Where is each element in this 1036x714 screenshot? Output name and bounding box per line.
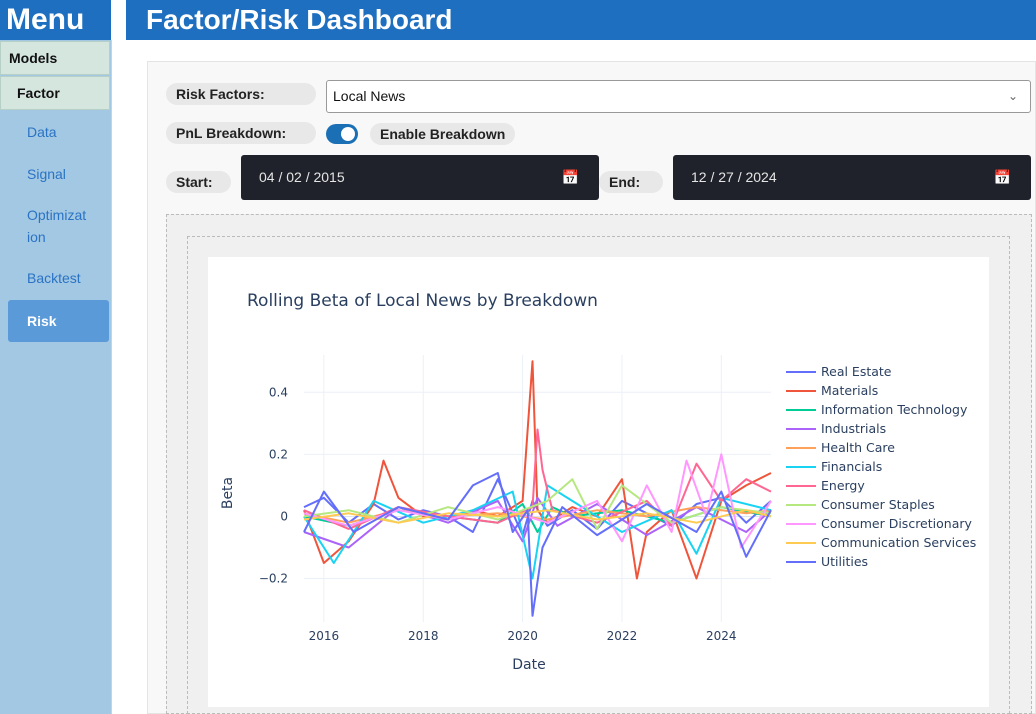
y-axis-label: Beta [220,477,236,509]
x-tick-label: 2024 [706,629,737,643]
models-tab[interactable]: Models [0,41,110,75]
x-tick-label: 2020 [507,629,538,643]
legend-label[interactable]: Energy [821,478,865,493]
x-axis-label: Date [512,657,545,673]
chart-ticks: 2016 2018 2020 2022 2024 −0.2 0 0.2 0.4 [259,385,737,643]
chart-title: Rolling Beta of Local News by Breakdown [247,291,598,311]
legend-label[interactable]: Utilities [821,554,868,569]
factor-tab[interactable]: Factor [0,76,110,110]
pnl-breakdown-label: PnL Breakdown: [166,122,316,144]
series-line-financials[interactable] [303,484,772,580]
series-line-communication-services[interactable] [303,509,772,524]
enable-breakdown-label: Enable Breakdown [370,123,516,145]
chart-grid [304,355,771,622]
x-tick-label: 2016 [309,629,340,643]
chevron-down-icon: ⌄ [1007,89,1018,103]
legend-label[interactable]: Health Care [821,440,895,455]
legend-label[interactable]: Consumer Discretionary [821,516,972,531]
menu-title: Menu [0,0,111,40]
risk-factor-select[interactable]: Local News ⌄ [326,80,1031,113]
legend-label[interactable]: Industrials [821,421,886,436]
chart-card: Rolling Beta of Local News by Breakdown … [208,257,989,707]
risk-factors-label: Risk Factors: [166,83,316,105]
rolling-beta-chart[interactable]: Rolling Beta of Local News by Breakdown … [208,257,989,707]
sidebar-item-optimization[interactable]: Optimizat ion [27,207,87,245]
chart-legend[interactable]: Real Estate Materials Information Technolo… [786,364,976,569]
sidebar-item-backtest[interactable]: Backtest [27,270,81,286]
sidebar: Menu Models Factor Data Signal Optimizat… [0,0,111,714]
breakdown-toggle[interactable] [326,124,358,144]
start-label: Start: [166,171,231,193]
series-line-energy[interactable] [303,428,772,530]
end-date-value: 12 / 27 / 2024 [691,169,777,185]
legend-label[interactable]: Real Estate [821,364,892,379]
end-label: End: [599,171,663,193]
toggle-knob [341,127,355,141]
risk-factor-value: Local News [333,88,406,104]
y-tick-label: 0.4 [269,385,288,399]
legend-label[interactable]: Communication Services [821,535,976,550]
legend-label[interactable]: Materials [821,383,878,398]
chart-series [303,360,772,617]
start-date-value: 04 / 02 / 2015 [259,169,345,185]
y-tick-label: 0.2 [269,447,288,461]
series-line-utilities[interactable] [303,472,772,617]
sidebar-item-risk[interactable]: Risk [8,300,109,342]
legend-label[interactable]: Information Technology [821,402,968,417]
x-tick-label: 2018 [408,629,439,643]
start-date-input[interactable]: 04 / 02 / 2015 📅 [241,155,599,200]
calendar-icon[interactable]: 📅 [993,169,1011,185]
y-tick-label: −0.2 [259,572,288,586]
sidebar-divider [111,40,126,714]
sidebar-item-signal[interactable]: Signal [27,166,66,182]
legend-label[interactable]: Financials [821,459,882,474]
x-tick-label: 2022 [607,629,638,643]
y-tick-label: 0 [280,509,288,523]
calendar-icon[interactable]: 📅 [561,169,579,185]
legend-label[interactable]: Consumer Staples [821,497,935,512]
page-title: Factor/Risk Dashboard [126,0,1036,40]
series-line-consumer-discretionary[interactable] [303,453,772,549]
sidebar-item-data[interactable]: Data [27,124,57,140]
end-date-input[interactable]: 12 / 27 / 2024 📅 [673,155,1031,200]
